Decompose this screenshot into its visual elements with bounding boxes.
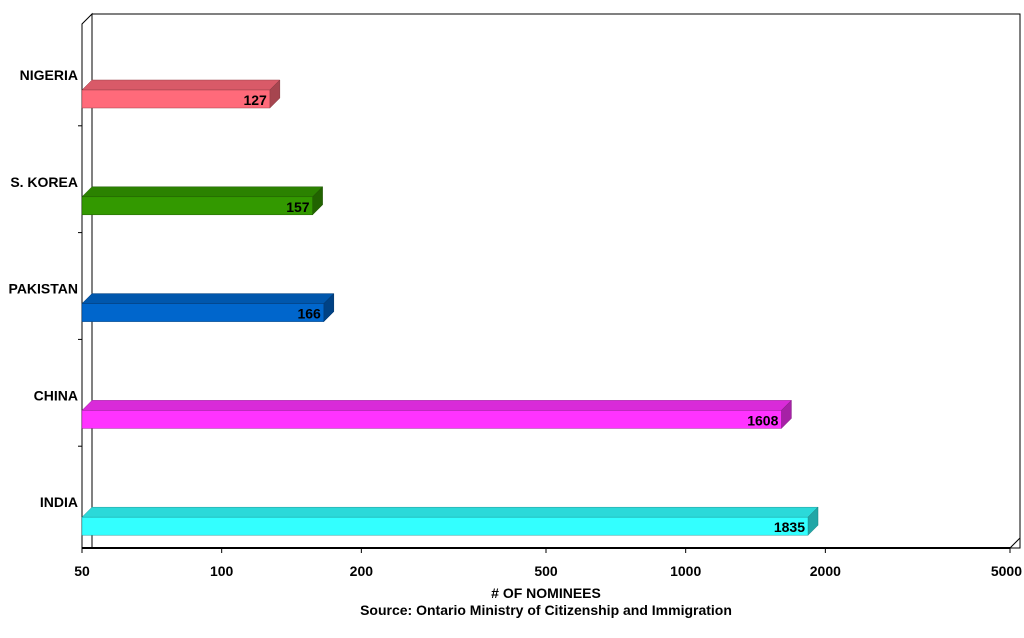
bar-front-face <box>81 516 809 536</box>
bar-s-korea: 157 <box>81 186 324 216</box>
x-tick-label: 2000 <box>810 563 841 579</box>
bar-top-face <box>81 293 335 304</box>
data-label: 157 <box>286 199 310 215</box>
x-tick-label: 100 <box>210 563 234 579</box>
category-label: NIGERIA <box>20 67 78 83</box>
x-tick-label: 1000 <box>670 563 701 579</box>
bar-front-face <box>81 196 313 216</box>
data-label: 1608 <box>747 412 778 428</box>
chart-source: Source: Ontario Ministry of Citizenship … <box>360 602 732 618</box>
bar-top-face <box>81 506 819 518</box>
bars-group: 127 157 166 1608 1835 <box>81 79 819 536</box>
category-label: S. KOREA <box>10 174 78 190</box>
bar-china: 1608 <box>81 399 792 430</box>
bar-india: 1835 <box>81 506 819 536</box>
data-label: 166 <box>297 306 321 322</box>
bar-top-face <box>81 400 792 411</box>
x-tick-label: 200 <box>350 563 374 579</box>
bar-top-face <box>81 186 324 198</box>
x-tick-label: 500 <box>534 563 558 579</box>
category-label: INDIA <box>40 494 78 510</box>
bar-front-face <box>81 89 271 109</box>
category-label: PAKISTAN <box>9 281 78 297</box>
x-axis-ticks: 50 100 200 500 1000 2000 5000 <box>74 548 1022 579</box>
category-label: CHINA <box>34 387 78 403</box>
bar-front-face <box>81 410 782 429</box>
bar-pakistan: 166 <box>81 292 335 323</box>
bar-top-face <box>81 79 281 91</box>
x-tick-label: 50 <box>74 563 90 579</box>
data-label: 127 <box>243 92 267 108</box>
data-label: 1835 <box>774 519 805 535</box>
x-axis-title: # OF NOMINEES <box>491 585 601 601</box>
x-tick-label: 5000 <box>991 563 1022 579</box>
floor-edge <box>1009 537 1021 549</box>
category-labels: NIGERIA S. KOREA PAKISTAN CHINA INDIA <box>9 67 78 510</box>
bar-front-face <box>81 303 325 322</box>
bar-nigeria: 127 <box>81 79 281 109</box>
